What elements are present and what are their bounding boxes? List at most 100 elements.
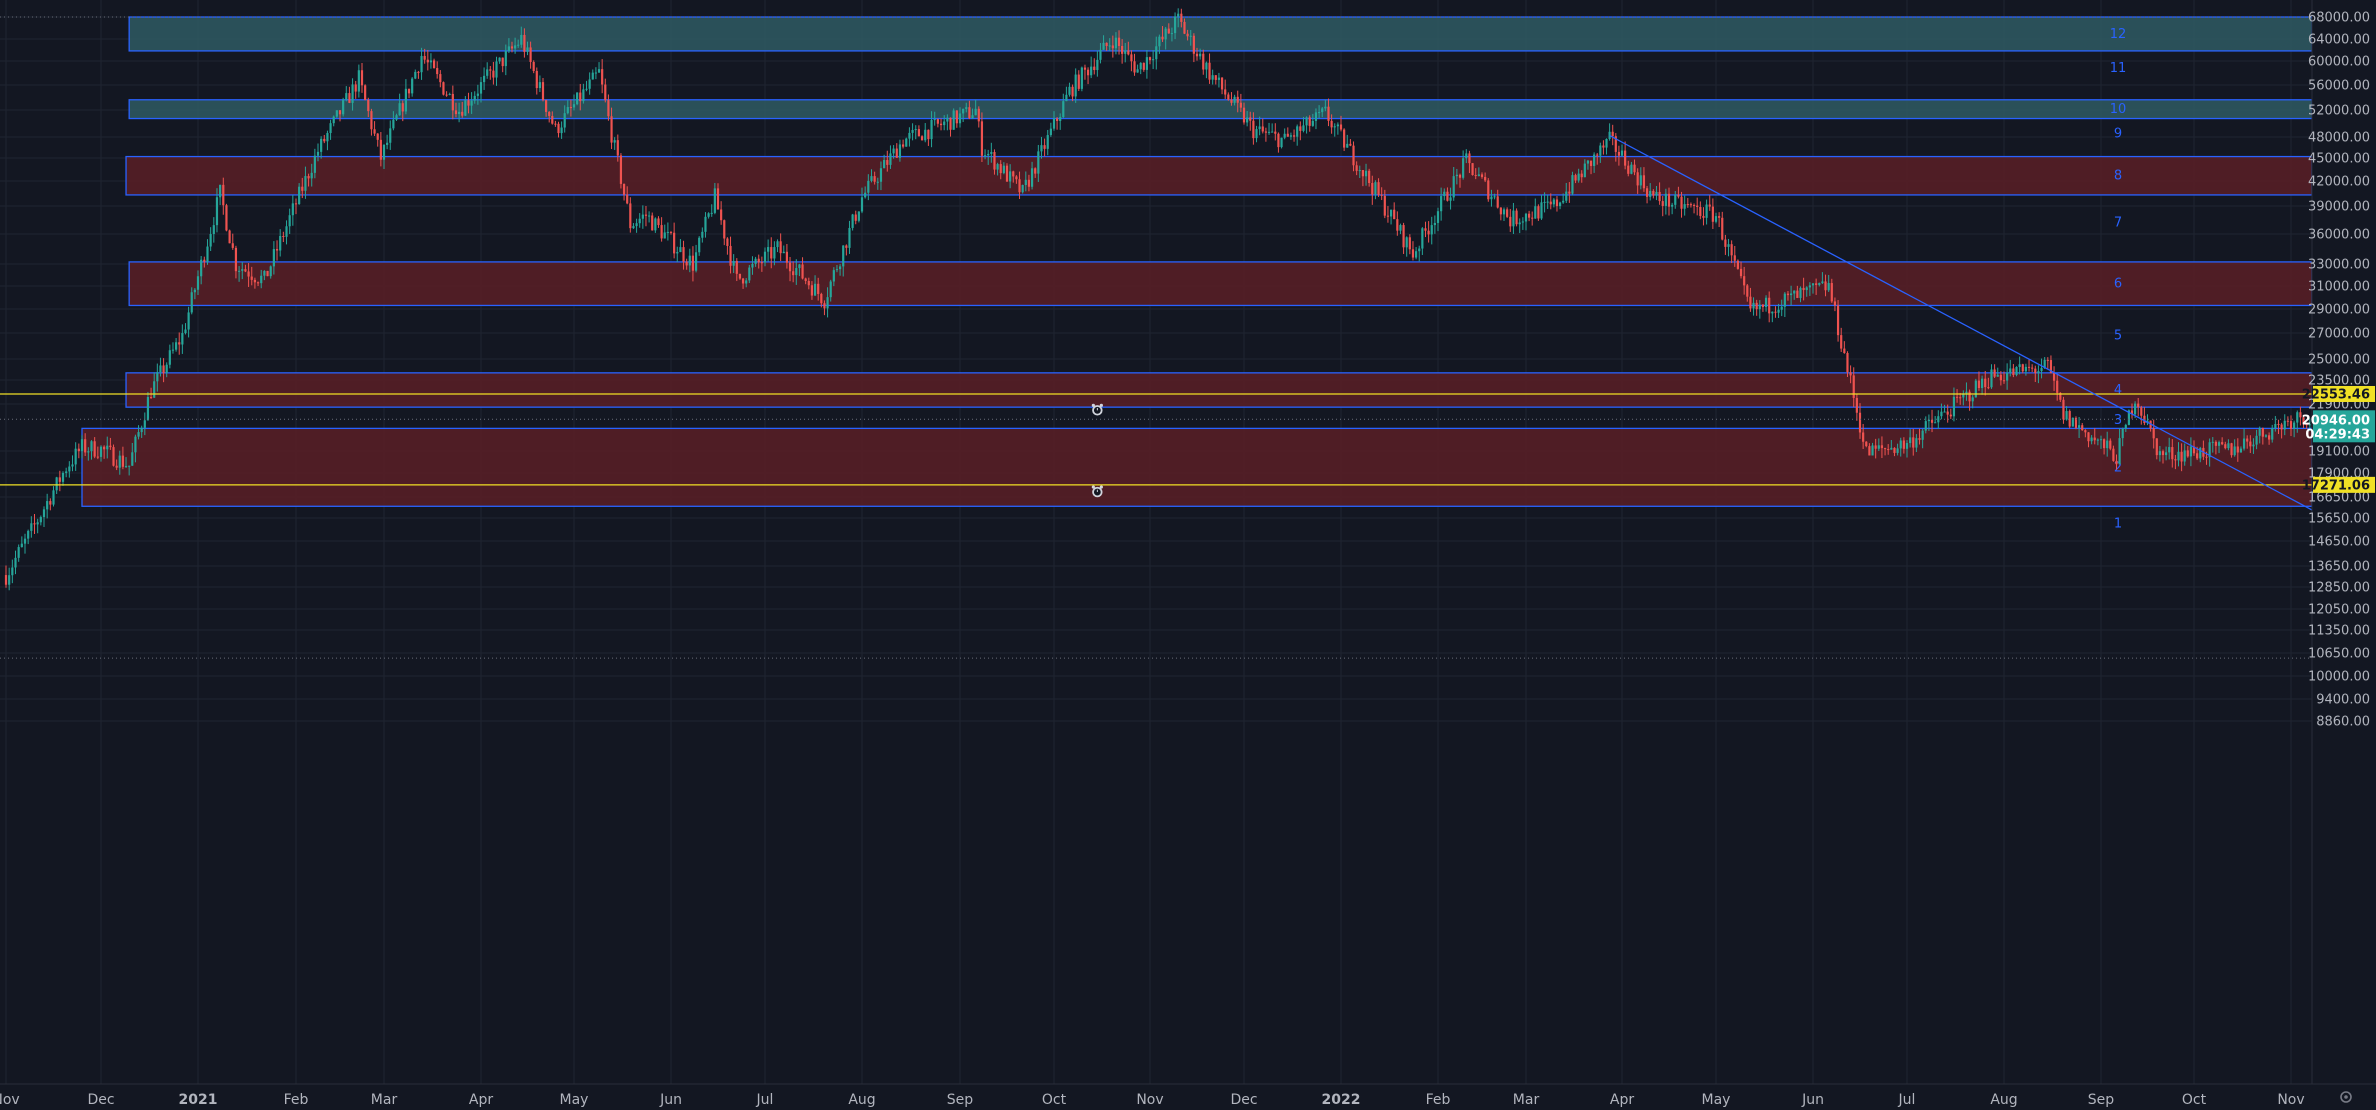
- time-tick-label: 2021: [179, 1092, 218, 1108]
- candle-body: [1796, 290, 1799, 298]
- candle-body: [1927, 419, 1931, 422]
- candle-body: [1746, 285, 1749, 297]
- candle-body: [1749, 296, 1752, 309]
- candle-body: [2205, 456, 2208, 458]
- candle-body: [2299, 412, 2302, 418]
- candle-body: [2246, 438, 2249, 442]
- candle-body: [999, 164, 1002, 174]
- candle-body: [601, 69, 604, 85]
- candle-body: [473, 95, 476, 101]
- candle-body: [1418, 248, 1421, 252]
- candle-body: [952, 110, 955, 130]
- candle-body: [1127, 50, 1130, 55]
- candle-body: [360, 70, 364, 86]
- candle-body: [294, 203, 298, 205]
- candle-body: [2034, 368, 2037, 374]
- candle-body: [1321, 108, 1324, 113]
- alarm-clock-icon[interactable]: [1091, 485, 1103, 498]
- candle-body: [2068, 411, 2071, 427]
- candle-body: [1114, 37, 1118, 49]
- candle-body: [14, 557, 17, 568]
- candle-body: [470, 100, 473, 106]
- zone-label-7: 7: [2114, 216, 2122, 231]
- candle-body: [876, 181, 879, 183]
- candle-body: [895, 148, 898, 158]
- zone-10: [128, 99, 2313, 120]
- candle-body: [1314, 112, 1318, 121]
- candle-body: [1558, 202, 1562, 207]
- candle-body: [1455, 174, 1458, 177]
- candle-body: [71, 464, 74, 467]
- candle-body: [1034, 168, 1037, 174]
- zone-label-4: 4: [2114, 383, 2122, 398]
- time-axis[interactable]: Nov Dec 2021 Feb Mar Apr May Jun Jul Aug Sep Oct Nov…: [0, 1083, 2376, 1110]
- candle-body: [99, 446, 103, 457]
- candle-body: [1343, 129, 1346, 148]
- candle-body: [1164, 28, 1167, 40]
- candle-body: [1996, 374, 1999, 377]
- candle-body: [911, 129, 914, 133]
- candle-body: [250, 276, 253, 280]
- candle-body: [1984, 378, 1987, 388]
- candle-body: [326, 133, 329, 142]
- candle-body: [2186, 450, 2189, 457]
- candle-body: [146, 396, 150, 421]
- candle-body: [1549, 201, 1552, 205]
- candle-body: [1620, 150, 1624, 156]
- candle-body: [486, 69, 489, 76]
- candle-body: [1524, 213, 1528, 222]
- candle-body: [860, 197, 864, 212]
- candle-body: [2283, 420, 2286, 430]
- candle-body: [1930, 419, 1934, 423]
- candle-body: [301, 186, 304, 191]
- candle-body: [121, 455, 125, 467]
- candle-body: [190, 292, 193, 313]
- candle-body: [492, 70, 495, 78]
- candle-body: [23, 538, 27, 544]
- candle-body: [1721, 217, 1724, 240]
- candle-body: [1071, 86, 1074, 97]
- candle-body: [788, 262, 792, 272]
- candle-body: [1283, 133, 1286, 138]
- candle-body: [386, 142, 389, 145]
- candle-body: [1521, 221, 1524, 223]
- settings-gear-icon[interactable]: [2340, 1091, 2352, 1103]
- candle-body: [1474, 175, 1477, 177]
- candle-body: [1962, 393, 1965, 398]
- price-axis[interactable]: 68000.00 64000.00 60000.00 56000.00 52000.00…: [2302, 0, 2376, 1110]
- candle-body: [401, 103, 404, 112]
- candle-body: [335, 110, 338, 117]
- candle-body: [1811, 283, 1815, 286]
- candle-body: [1386, 215, 1390, 217]
- price-tick-label: 12050.00: [2308, 603, 2370, 618]
- candle-body: [886, 160, 889, 165]
- candle-body: [1761, 304, 1765, 308]
- candle-body: [1937, 416, 1940, 423]
- alarm-clock-icon[interactable]: [1091, 403, 1103, 416]
- candle-body: [1080, 67, 1083, 89]
- candle-body: [857, 211, 860, 221]
- candle-body: [754, 258, 757, 264]
- candle-body: [33, 523, 36, 525]
- candle-body: [1255, 129, 1258, 139]
- candle-body: [1414, 251, 1418, 258]
- candle-body: [1649, 190, 1652, 197]
- candle-body: [1890, 447, 1893, 450]
- candle-body: [426, 59, 429, 63]
- time-tick-label: Sep: [947, 1092, 974, 1108]
- candle-body: [1065, 94, 1068, 102]
- candle-body: [124, 466, 128, 468]
- candle-body: [867, 180, 870, 193]
- candle-body: [1786, 293, 1790, 296]
- candle-body: [1865, 441, 1868, 447]
- candle-body: [1220, 77, 1224, 90]
- candle-body: [560, 127, 563, 134]
- candle-body: [2158, 451, 2161, 456]
- candle-body: [917, 129, 921, 137]
- candle-body: [2249, 441, 2252, 447]
- candle-body: [927, 129, 930, 140]
- candle-body: [1527, 213, 1531, 218]
- candle-body: [118, 455, 121, 468]
